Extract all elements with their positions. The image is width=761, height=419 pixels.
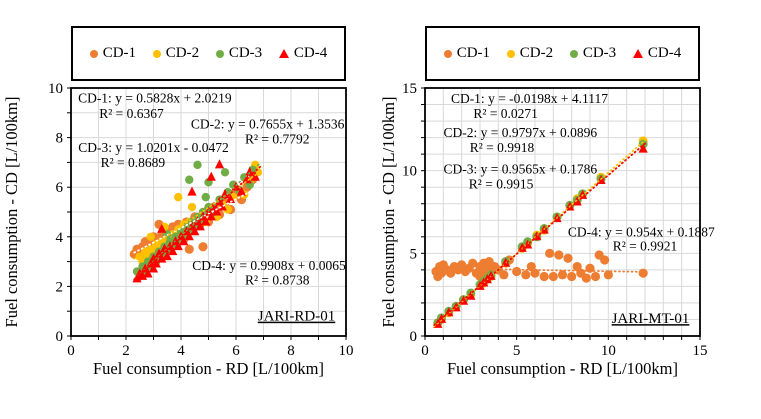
legend-label-cd1: CD-1: [456, 45, 491, 61]
legend-item-cd4: CD-4: [278, 45, 328, 62]
legend-item-cd2: CD-2: [152, 45, 200, 62]
svg-text:5: 5: [513, 343, 521, 359]
legend-item-cd4: CD-4: [632, 45, 682, 62]
svg-text:0: 0: [421, 343, 429, 359]
svg-text:CD-3: y = 0.9565x + 0.1786: CD-3: y = 0.9565x + 0.1786: [444, 162, 598, 177]
svg-text:Fuel consumption - CD [L/100km: Fuel consumption - CD [L/100km]: [2, 97, 21, 328]
svg-text:0: 0: [56, 329, 64, 345]
svg-text:10: 10: [339, 343, 354, 359]
svg-text:6: 6: [56, 180, 64, 196]
svg-text:CD-2: y = 0.7655x + 1.3536: CD-2: y = 0.7655x + 1.3536: [191, 116, 345, 131]
legend-item-cd1: CD-1: [443, 45, 491, 62]
cd1-circle-marker-icon: [89, 49, 98, 58]
cd2-circle-marker-icon: [152, 49, 161, 58]
legend-item-cd3: CD-3: [569, 45, 617, 62]
svg-text:10: 10: [402, 164, 417, 180]
svg-text:Fuel consumption - RD [L/100km: Fuel consumption - RD [L/100km]: [447, 359, 678, 378]
cd1-circle-marker-icon: [443, 49, 452, 58]
svg-text:CD-3: y = 1.0201x - 0.0472: CD-3: y = 1.0201x - 0.0472: [78, 140, 228, 155]
svg-text:CD-4: y = 0.9908x + 0.0065: CD-4: y = 0.9908x + 0.0065: [192, 258, 346, 273]
legend-label-cd3: CD-3: [228, 45, 263, 61]
svg-text:R² = 0.8738: R² = 0.8738: [245, 273, 310, 288]
svg-text:10: 10: [48, 81, 63, 97]
svg-text:4: 4: [56, 230, 64, 246]
panel-jari-rd-01: CD-1 CD-2 CD-3 CD-4 0 2 4 6 8 10 0 2 4 6 8 10 CD-1: …: [0, 0, 380, 419]
svg-text:0: 0: [410, 329, 418, 345]
legend-label-cd3: CD-3: [582, 45, 617, 61]
svg-text:15: 15: [693, 343, 708, 359]
cd2-circle-marker-icon: [506, 49, 515, 58]
legend-item-cd3: CD-3: [215, 45, 263, 62]
svg-text:CD-4: y = 0.954x + 0.1887: CD-4: y = 0.954x + 0.1887: [568, 224, 715, 239]
svg-text:CD-1: y = 0.5828x + 2.0219: CD-1: y = 0.5828x + 2.0219: [78, 90, 232, 105]
svg-text:R² = 0.9915: R² = 0.9915: [469, 176, 534, 191]
svg-text:JARI-MT-01: JARI-MT-01: [612, 311, 690, 327]
svg-text:Fuel consumption - CD [L/100km: Fuel consumption - CD [L/100km]: [380, 97, 398, 328]
legend-label-cd4: CD-4: [293, 45, 328, 61]
svg-text:CD-2: y = 0.9797x + 0.0896: CD-2: y = 0.9797x + 0.0896: [444, 125, 598, 140]
scatter-chart-jari-rd-01: 0 2 4 6 8 10 0 2 4 6 8 10 CD-1: y = 0.5828x + 2.0219…: [2, 81, 354, 378]
legend-label-cd4: CD-4: [647, 45, 682, 61]
svg-text:Fuel consumption - RD [L/100km: Fuel consumption - RD [L/100km]: [93, 359, 324, 378]
svg-text:5: 5: [410, 246, 418, 262]
legend-jari-mt-01: CD-1 CD-2 CD-3 CD-4: [425, 26, 700, 81]
cd3-circle-marker-icon: [215, 49, 224, 58]
svg-text:8: 8: [56, 131, 64, 147]
svg-text:R² = 0.6367: R² = 0.6367: [99, 106, 164, 121]
svg-text:10: 10: [601, 343, 616, 359]
legend-label-cd2: CD-2: [519, 45, 554, 61]
svg-text:2: 2: [122, 343, 130, 359]
svg-text:R² = 0.9918: R² = 0.9918: [470, 140, 535, 155]
legend-jari-rd-01: CD-1 CD-2 CD-3 CD-4: [71, 26, 346, 81]
svg-text:8: 8: [287, 343, 295, 359]
svg-text:4: 4: [177, 343, 185, 359]
svg-text:JARI-RD-01: JARI-RD-01: [258, 309, 336, 325]
legend-label-cd1: CD-1: [102, 45, 137, 61]
svg-text:R² = 0.9921: R² = 0.9921: [613, 238, 678, 253]
svg-text:0: 0: [67, 343, 75, 359]
legend-label-cd2: CD-2: [165, 45, 200, 61]
panel-jari-mt-01: CD-1 CD-2 CD-3 CD-4 0 5 10 15 0 5 10 15 CD-1: y …: [380, 0, 761, 419]
svg-text:15: 15: [402, 81, 417, 97]
cd4-triangle-marker-icon: [278, 49, 289, 58]
svg-text:2: 2: [56, 279, 64, 295]
svg-text:R² = 0.7792: R² = 0.7792: [245, 131, 310, 146]
legend-item-cd1: CD-1: [89, 45, 137, 62]
legend-item-cd2: CD-2: [506, 45, 554, 62]
svg-text:R² = 0.8689: R² = 0.8689: [101, 155, 166, 170]
cd4-triangle-marker-icon: [632, 49, 643, 58]
cd3-circle-marker-icon: [569, 49, 578, 58]
svg-text:CD-1: y = -0.0198x + 4.1117: CD-1: y = -0.0198x + 4.1117: [451, 91, 608, 106]
svg-text:R² = 0.0271: R² = 0.0271: [473, 106, 538, 121]
svg-text:6: 6: [232, 343, 240, 359]
